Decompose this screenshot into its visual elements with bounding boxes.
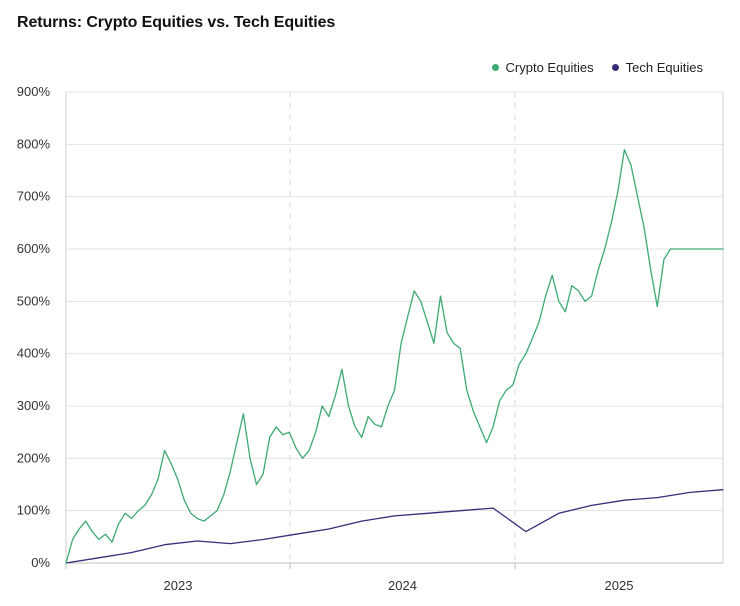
legend: Crypto Equities Tech Equities (491, 60, 703, 75)
y-tick-label: 400% (17, 346, 51, 361)
y-tick-label: 100% (17, 503, 51, 518)
legend-label-tech: Tech Equities (625, 60, 703, 75)
x-tick-label: 2023 (164, 578, 193, 593)
legend-item-crypto[interactable]: Crypto Equities (491, 60, 594, 75)
series-line-crypto-equities (65, 148, 724, 564)
chart-title: Returns: Crypto Equities vs. Tech Equiti… (17, 14, 336, 31)
y-tick-label: 300% (17, 398, 51, 413)
y-tick-label: 500% (17, 293, 51, 308)
legend-label-crypto: Crypto Equities (505, 60, 594, 75)
x-tick-label: 2024 (388, 578, 417, 593)
y-tick-label: 700% (17, 189, 51, 204)
legend-item-tech[interactable]: Tech Equities (611, 60, 703, 75)
y-tick-label: 900% (17, 84, 51, 99)
x-tick-label: 2025 (605, 578, 634, 593)
y-tick-label: 600% (17, 241, 51, 256)
legend-dot-tech (611, 64, 619, 71)
y-tick-label: 0% (31, 555, 50, 570)
y-tick-label: 800% (17, 136, 51, 151)
series-line-tech-equities (65, 489, 724, 564)
legend-dot-crypto (491, 64, 499, 71)
y-tick-label: 200% (17, 450, 51, 465)
